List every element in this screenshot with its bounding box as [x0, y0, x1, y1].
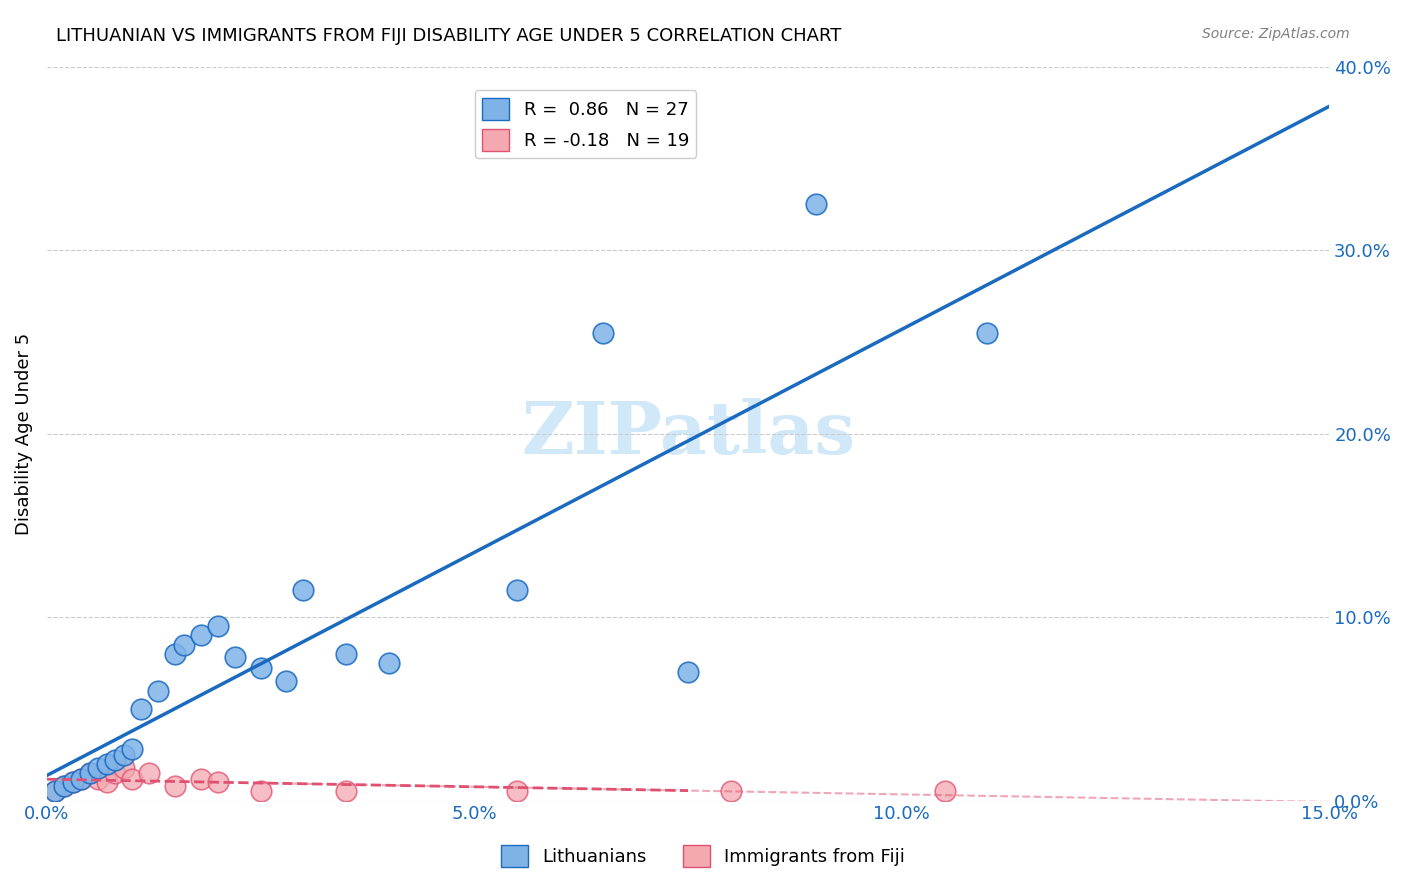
Point	[207, 619, 229, 633]
Point	[104, 766, 127, 780]
Point	[335, 784, 357, 798]
Point	[87, 772, 110, 786]
Y-axis label: Disability Age Under 5: Disability Age Under 5	[15, 333, 32, 534]
Point	[53, 779, 76, 793]
Point	[146, 683, 169, 698]
Point	[129, 702, 152, 716]
Point	[292, 582, 315, 597]
Legend: R =  0.86   N = 27, R = -0.18   N = 19: R = 0.86 N = 27, R = -0.18 N = 19	[475, 90, 696, 158]
Point	[87, 761, 110, 775]
Point	[378, 656, 401, 670]
Point	[207, 775, 229, 789]
Point	[173, 638, 195, 652]
Point	[190, 772, 212, 786]
Point	[121, 742, 143, 756]
Point	[249, 784, 271, 798]
Point	[165, 779, 187, 793]
Point	[70, 772, 93, 786]
Point	[676, 665, 699, 680]
Point	[112, 747, 135, 762]
Point	[79, 766, 101, 780]
Point	[44, 784, 66, 798]
Point	[165, 647, 187, 661]
Point	[249, 661, 271, 675]
Point	[976, 326, 998, 340]
Point	[44, 784, 66, 798]
Point	[121, 772, 143, 786]
Point	[96, 756, 118, 771]
Point	[276, 674, 298, 689]
Point	[62, 775, 84, 789]
Point	[96, 775, 118, 789]
Point	[62, 775, 84, 789]
Text: ZIPatlas: ZIPatlas	[522, 398, 855, 469]
Point	[720, 784, 742, 798]
Point	[506, 582, 529, 597]
Point	[506, 784, 529, 798]
Point	[592, 326, 614, 340]
Point	[79, 766, 101, 780]
Point	[190, 628, 212, 642]
Point	[335, 647, 357, 661]
Point	[104, 753, 127, 767]
Point	[806, 197, 828, 211]
Point	[70, 772, 93, 786]
Point	[53, 779, 76, 793]
Text: LITHUANIAN VS IMMIGRANTS FROM FIJI DISABILITY AGE UNDER 5 CORRELATION CHART: LITHUANIAN VS IMMIGRANTS FROM FIJI DISAB…	[56, 27, 842, 45]
Point	[224, 650, 246, 665]
Text: Source: ZipAtlas.com: Source: ZipAtlas.com	[1202, 27, 1350, 41]
Point	[112, 761, 135, 775]
Legend: Lithuanians, Immigrants from Fiji: Lithuanians, Immigrants from Fiji	[494, 838, 912, 874]
Point	[934, 784, 956, 798]
Point	[138, 766, 160, 780]
